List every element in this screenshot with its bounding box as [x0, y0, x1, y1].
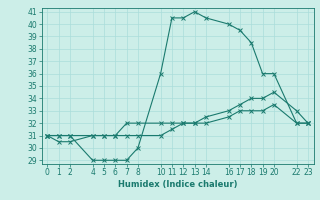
X-axis label: Humidex (Indice chaleur): Humidex (Indice chaleur): [118, 180, 237, 189]
